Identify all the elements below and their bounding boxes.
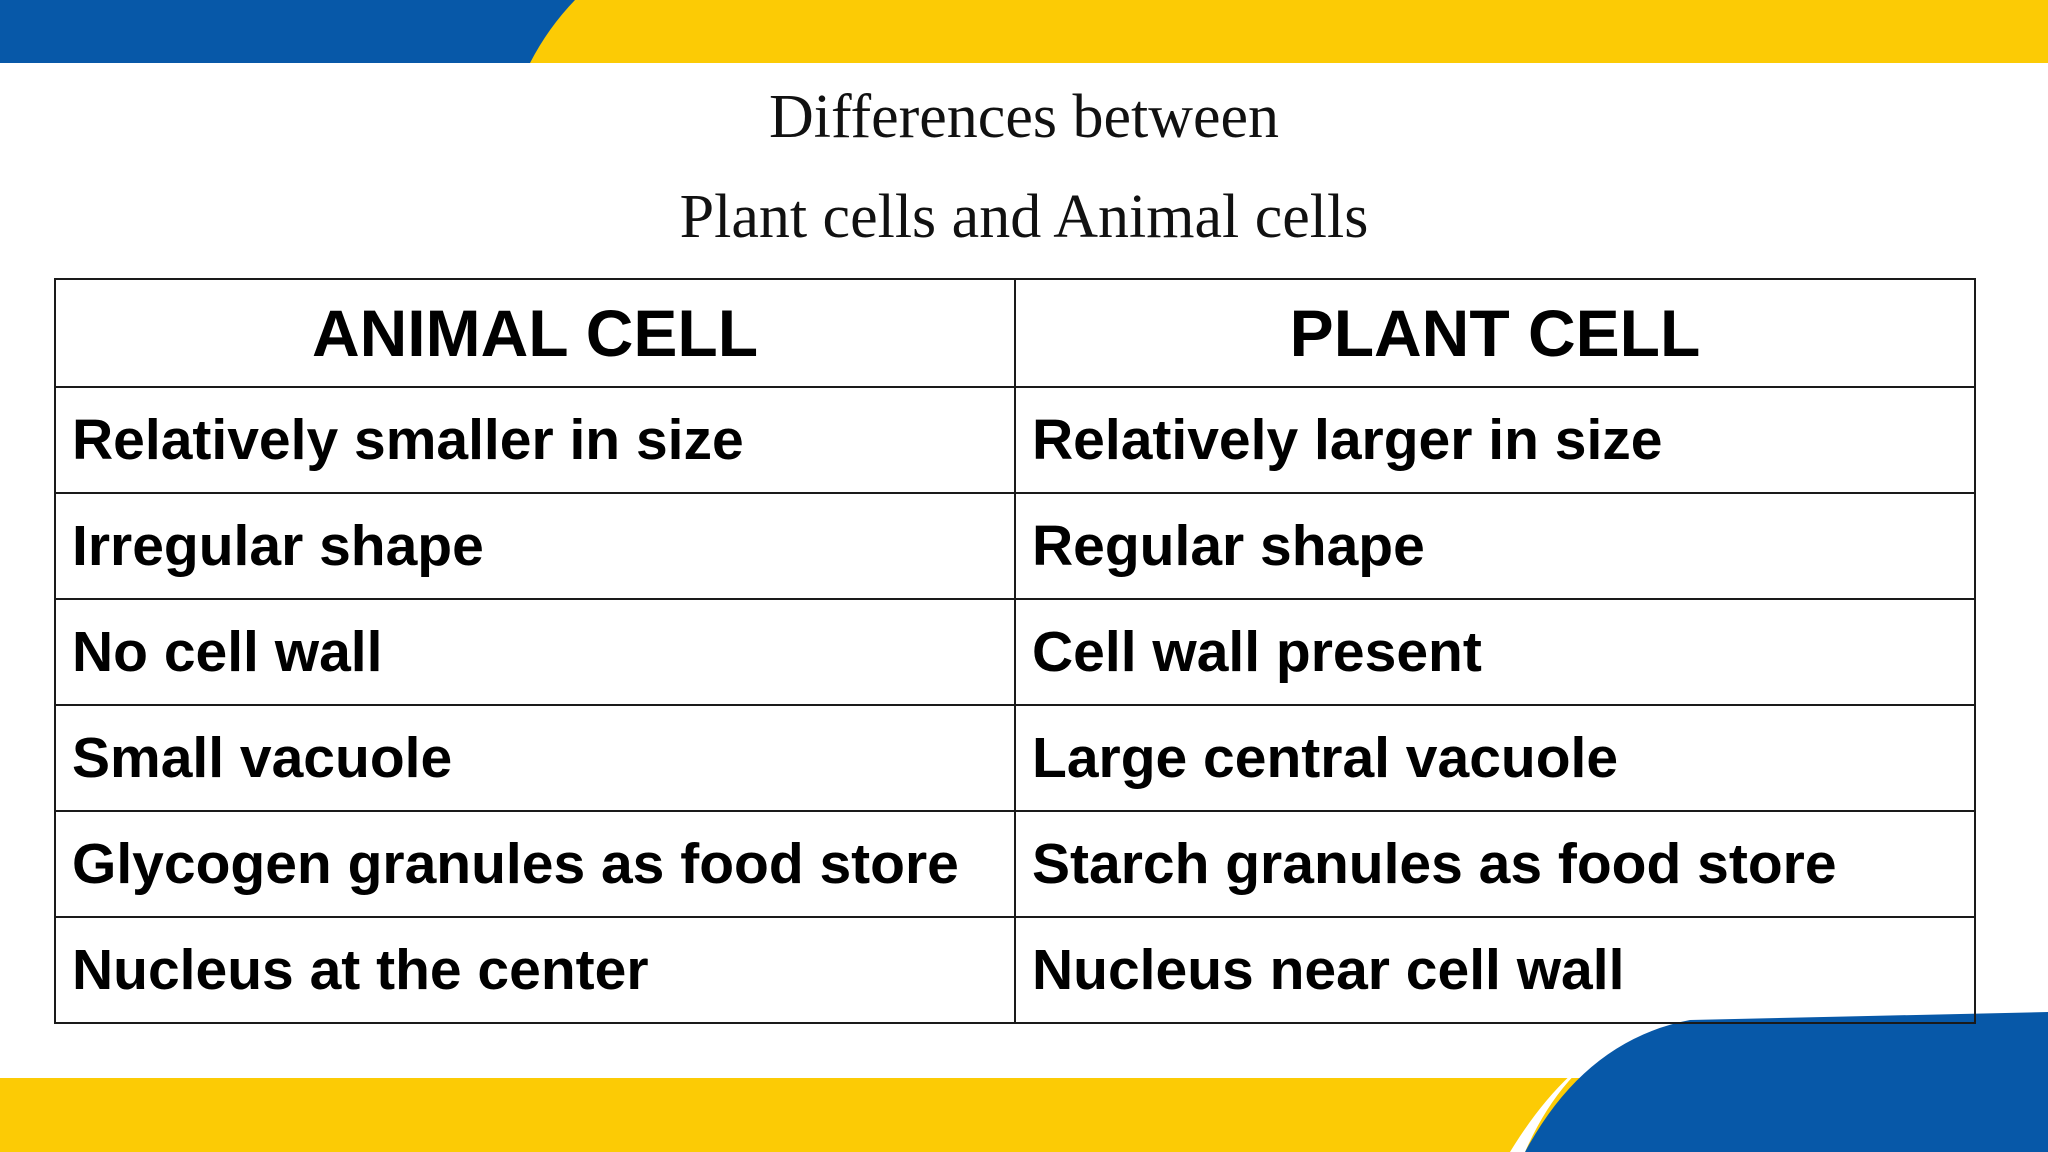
table-row: Irregular shape Regular shape xyxy=(54,492,1976,600)
comparison-table: ANIMAL CELL PLANT CELL Relatively smalle… xyxy=(54,278,1976,1024)
page-title-line-2: Plant cells and Animal cells xyxy=(679,183,1369,251)
animal-cell-value: Glycogen granules as food store xyxy=(54,810,1016,918)
table-row: No cell wall Cell wall present xyxy=(54,598,1976,706)
animal-cell-value: Relatively smaller in size xyxy=(54,386,1016,494)
plant-cell-value: Cell wall present xyxy=(1014,598,1976,706)
animal-cell-value: Small vacuole xyxy=(54,704,1016,812)
plant-cell-value: Regular shape xyxy=(1014,492,1976,600)
column-header-animal-cell: ANIMAL CELL xyxy=(54,278,1016,388)
bottom-white-gap xyxy=(1510,1040,1620,1152)
animal-cell-value: Irregular shape xyxy=(54,492,1016,600)
column-header-plant-cell: PLANT CELL xyxy=(1014,278,1976,388)
table-row: Small vacuole Large central vacuole xyxy=(54,704,1976,812)
plant-cell-value: Relatively larger in size xyxy=(1014,386,1976,494)
table-row: Relatively smaller in size Relatively la… xyxy=(54,386,1976,494)
page-title-line-1: Differences between xyxy=(768,83,1280,151)
table-row: Glycogen granules as food store Starch g… xyxy=(54,810,1976,918)
animal-cell-value: Nucleus at the center xyxy=(54,916,1016,1024)
plant-cell-value: Nucleus near cell wall xyxy=(1014,916,1976,1024)
animal-cell-value: No cell wall xyxy=(54,598,1016,706)
plant-cell-value: Large central vacuole xyxy=(1014,704,1976,812)
top-blue-band xyxy=(0,0,575,63)
bottom-blue-wave xyxy=(1525,1012,2048,1152)
table-row: Nucleus at the center Nucleus near cell … xyxy=(54,916,1976,1024)
table-header-row: ANIMAL CELL PLANT CELL xyxy=(54,278,1976,388)
plant-cell-value: Starch granules as food store xyxy=(1014,810,1976,918)
